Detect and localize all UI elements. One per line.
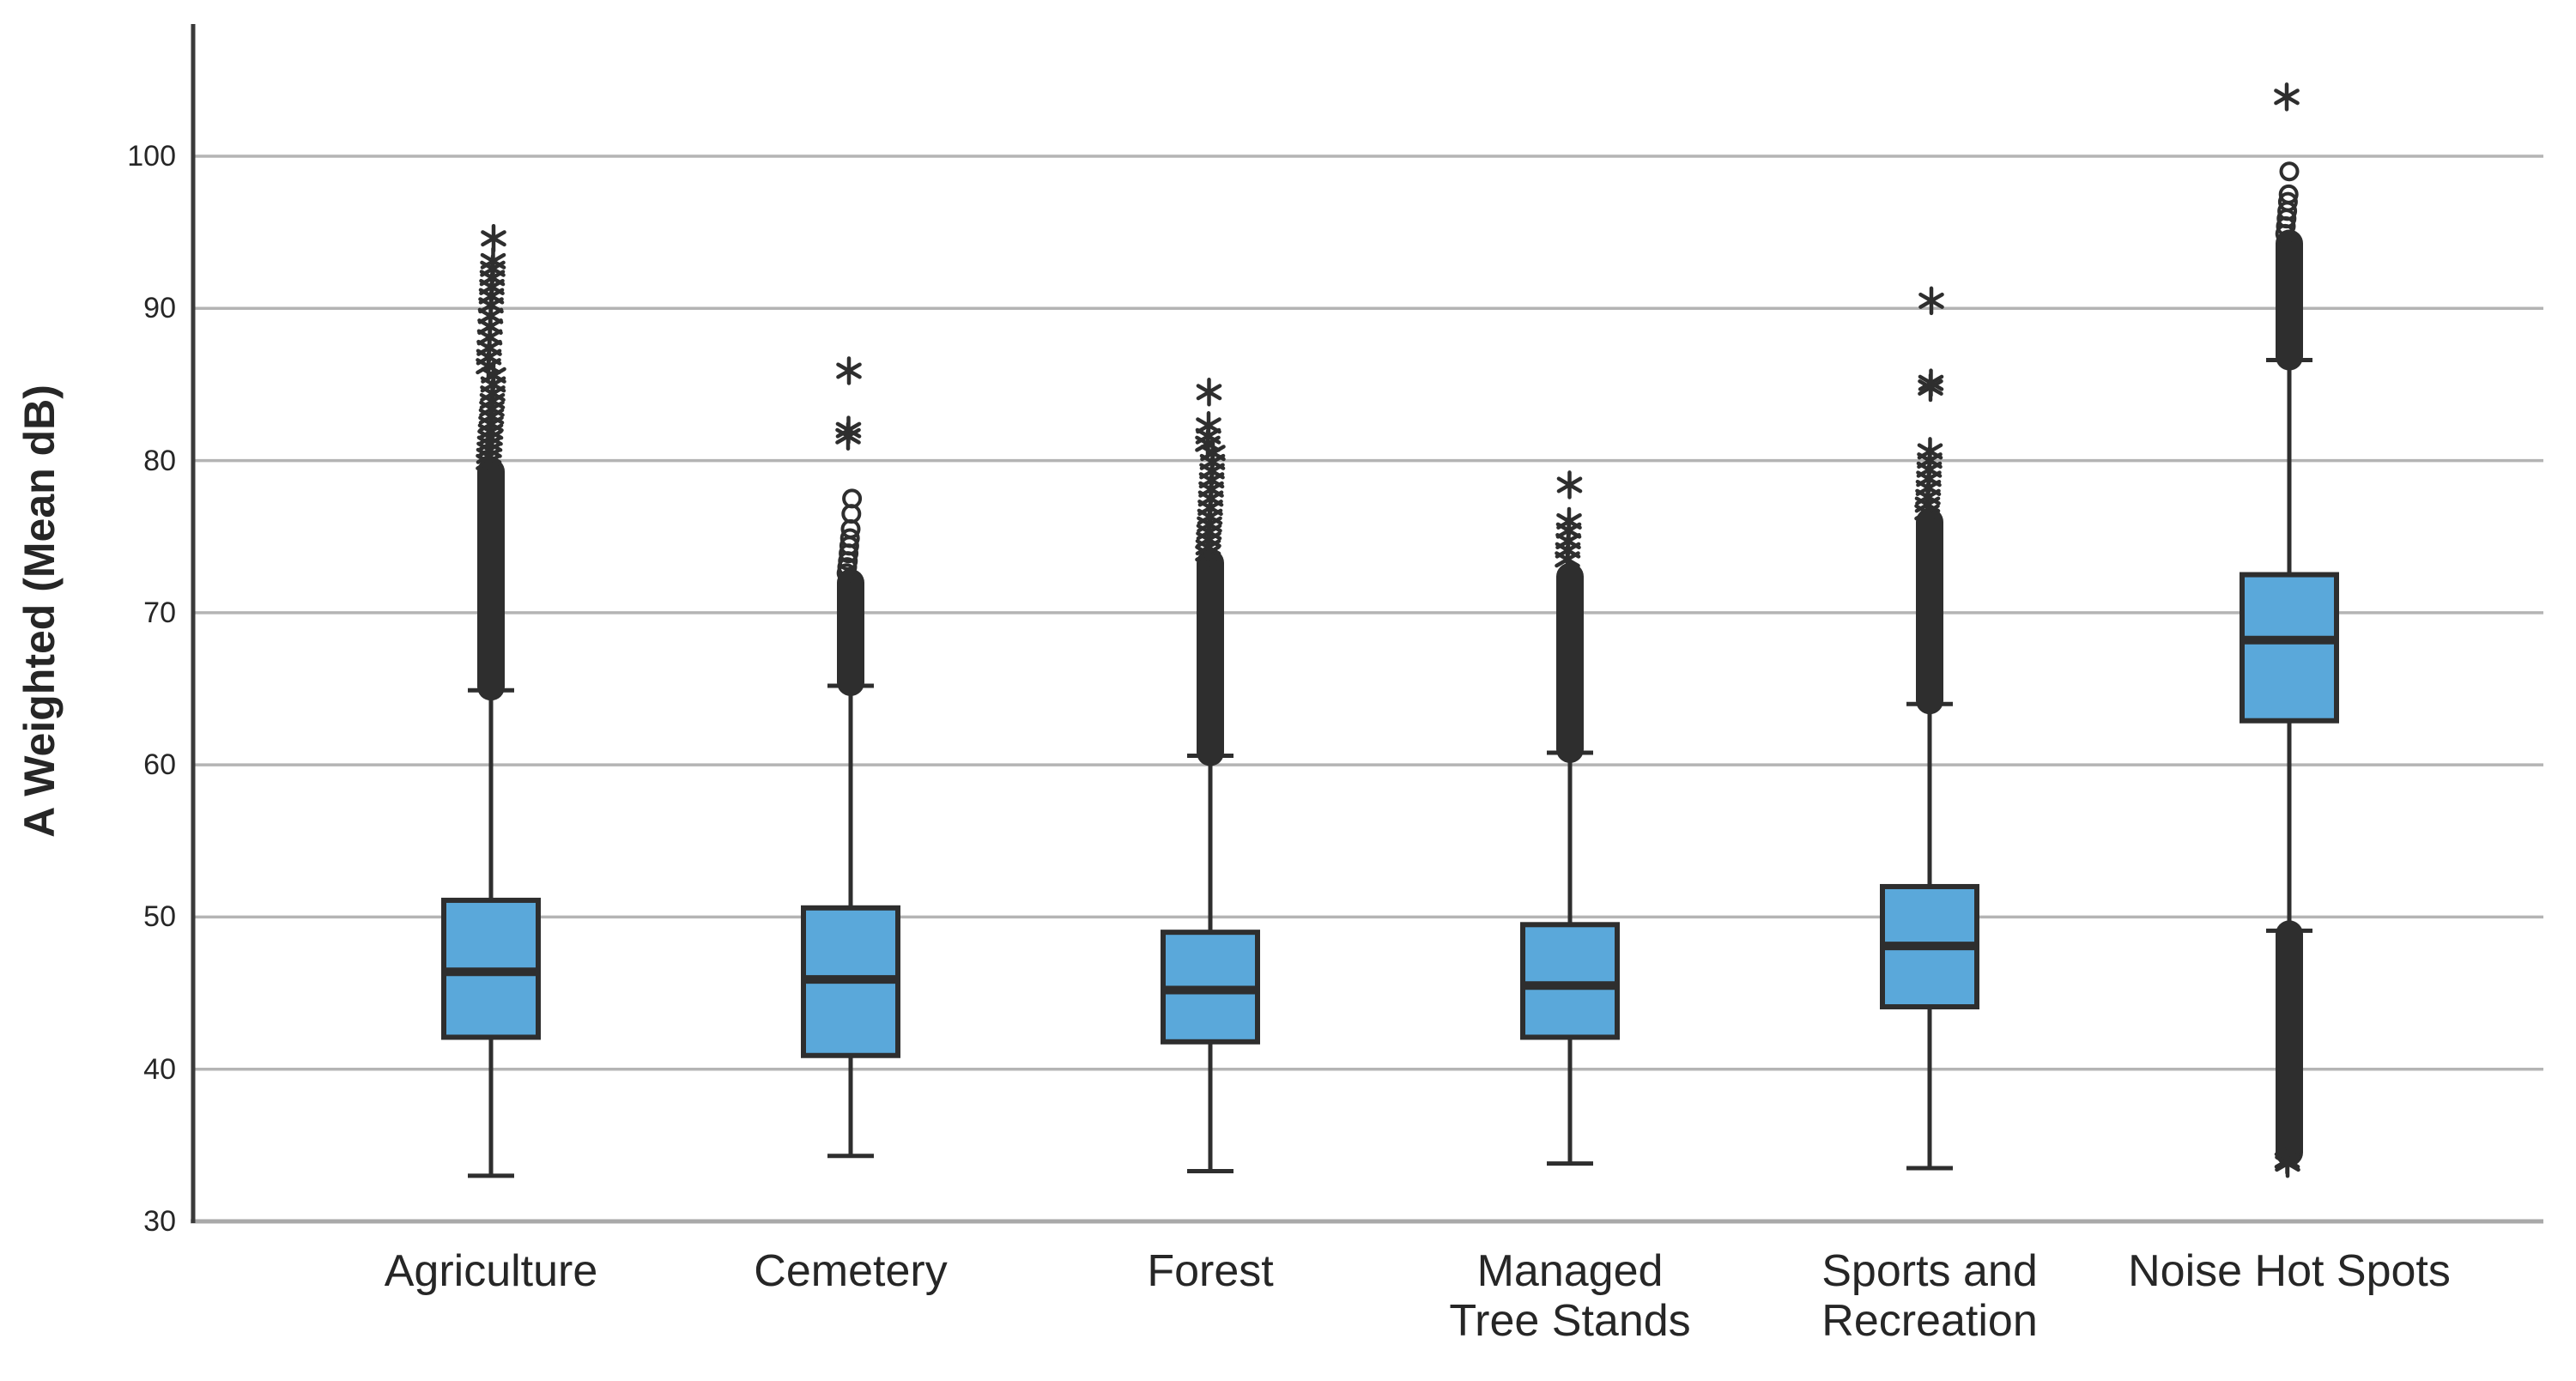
y-tick-label-80: 80 <box>143 444 176 477</box>
category-label-line1: Managed <box>1476 1246 1664 1296</box>
category-label-line1: Sports and <box>1821 1246 2038 1296</box>
outlier-star <box>1196 417 1221 434</box>
category-label-managed-tree-stands: Managed Tree Stands <box>1347 1246 1793 1346</box>
outlier-star <box>480 252 506 270</box>
outlier-star <box>481 230 506 247</box>
outlier-star <box>1200 445 1226 462</box>
outlier-star <box>1917 443 1943 460</box>
category-label-line1: Agriculture <box>384 1246 598 1296</box>
outlier-star <box>1556 512 1582 530</box>
outlier-dense-cluster <box>1556 562 1584 763</box>
y-tick-label-100: 100 <box>127 139 176 173</box>
outlier-circle <box>2278 184 2299 204</box>
boxplot-agriculture <box>441 223 541 1178</box>
iqr-box <box>1520 922 1620 1040</box>
category-label-sports-and-recreation: Sports and Recreation <box>1706 1246 2153 1346</box>
category-label-line1: Noise Hot Spots <box>2128 1246 2451 1296</box>
outlier-star <box>1918 374 1944 391</box>
outlier-dense-cluster <box>477 457 505 701</box>
outlier-star <box>1196 384 1222 401</box>
outlier-dense-cluster <box>1197 548 1224 766</box>
outlier-dense-cluster <box>1916 507 1943 715</box>
category-label-line2: Recreation <box>1821 1296 2038 1346</box>
category-label-forest: Forest <box>987 1246 1433 1296</box>
y-tick-label-40: 40 <box>143 1052 176 1086</box>
outlier-star <box>1556 476 1583 494</box>
outlier-circle <box>839 528 860 548</box>
outlier-circle <box>2277 191 2298 212</box>
category-label-line2: Tree Stands <box>1449 1296 1691 1346</box>
outlier-circle <box>842 488 863 509</box>
outlier-star <box>1918 292 1944 309</box>
outlier-star <box>835 421 862 439</box>
y-tick-label-90: 90 <box>143 292 176 325</box>
y-tick-label-50: 50 <box>143 900 176 934</box>
outlier-star <box>836 362 862 379</box>
boxplot-sports-and-recreation <box>1880 286 1979 1171</box>
outlier-star <box>2274 88 2300 106</box>
boxplot-forest <box>1161 378 1260 1173</box>
outlier-dense-cluster <box>2276 229 2303 371</box>
category-label-line1: Cemetery <box>754 1246 948 1296</box>
boxplot-managed-tree-stands <box>1520 470 1620 1166</box>
y-tick-label-30: 30 <box>143 1205 176 1238</box>
boxplot-cemetery <box>801 356 900 1159</box>
outlier-star <box>481 366 506 384</box>
boxplot-noise-hot-spots <box>2240 82 2339 1178</box>
category-label-line1: Forest <box>1147 1246 1274 1296</box>
category-label-noise-hot-spots: Noise Hot Spots <box>2066 1246 2512 1296</box>
iqr-box <box>2240 572 2339 724</box>
outlier-star <box>2275 1155 2300 1172</box>
y-tick-label-70: 70 <box>143 596 176 629</box>
y-tick-label-60: 60 <box>143 748 176 782</box>
category-label-agriculture: Agriculture <box>268 1246 714 1296</box>
category-label-cemetery: Cemetery <box>627 1246 1074 1296</box>
outlier-dense-cluster <box>2276 920 2303 1166</box>
outlier-circle <box>2279 161 2300 182</box>
outlier-dense-cluster <box>837 568 864 696</box>
